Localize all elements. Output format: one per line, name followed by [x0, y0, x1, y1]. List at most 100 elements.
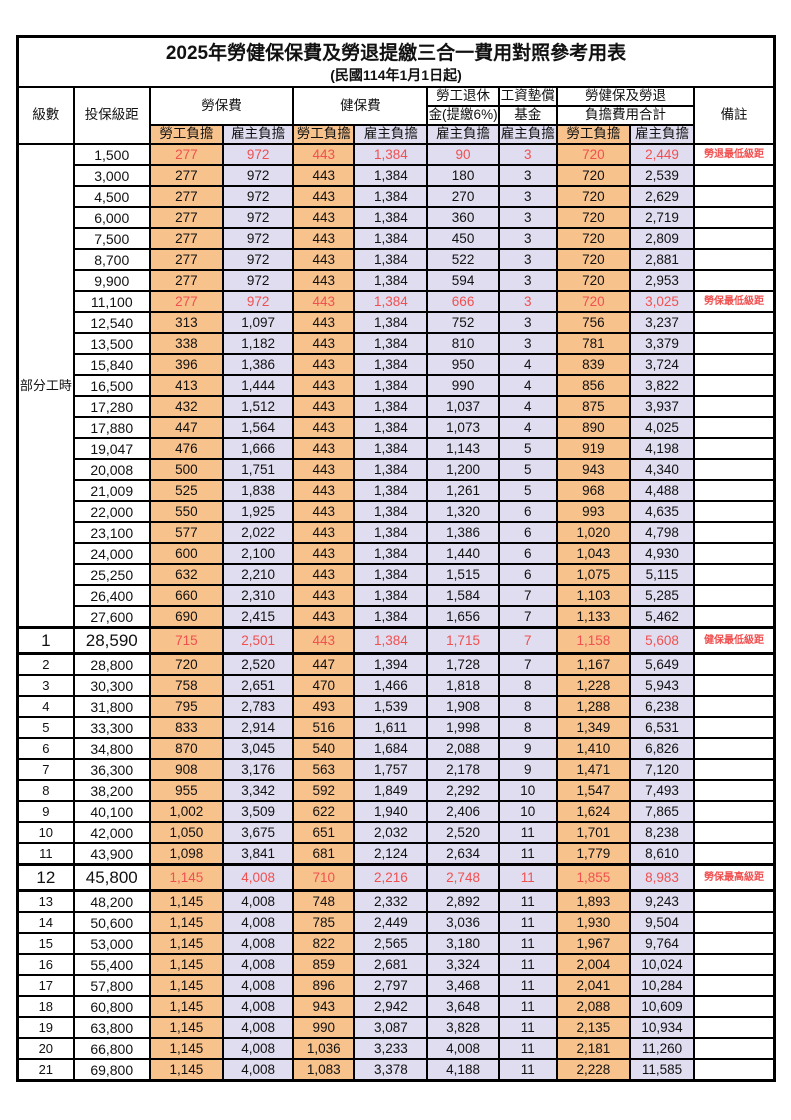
labor-ins-employee-cell: 277 [148, 143, 225, 166]
labor-ins-employee-cell: 1,145 [148, 995, 225, 1018]
pension-employer-cell: 2,634 [426, 842, 500, 866]
health-ins-employee-cell: 443 [292, 605, 356, 629]
health-ins-employer-cell: 1,384 [353, 290, 429, 313]
wage-fund-employer-cell: 11 [497, 1016, 558, 1039]
fee-reference-table: 2025年勞健保保費及勞退提繳三合一費用對照參考用表 (民國114年1月1日起)… [16, 35, 776, 1082]
labor-ins-employee-cell: 870 [148, 737, 225, 760]
total-employer-cell: 9,764 [628, 932, 696, 955]
total-employee-cell: 2,135 [555, 1016, 631, 1039]
labor-ins-employee-cell: 313 [148, 311, 225, 334]
wage-fund-employer-cell: 3 [497, 164, 558, 187]
labor-ins-employee-cell: 632 [148, 563, 225, 586]
pension-employer-cell: 2,178 [426, 758, 500, 781]
table-row: 27,600 690 2,415 443 1,384 1,656 7 1,133 5,462 [18, 605, 776, 629]
pension-employer-cell: 3,324 [426, 953, 500, 976]
total-employer-cell: 11,585 [628, 1058, 696, 1082]
total-employee-cell: 1,158 [555, 626, 631, 655]
remark-cell [693, 779, 776, 802]
labor-ins-employer-cell: 2,022 [221, 521, 295, 544]
remark-cell [693, 332, 776, 355]
labor-ins-employer-cell: 4,008 [221, 863, 295, 892]
total-employee-cell: 720 [555, 143, 631, 166]
labor-ins-employee-cell: 720 [148, 652, 225, 676]
total-employer-cell: 8,238 [628, 821, 696, 844]
pension-employer-cell: 1,818 [426, 674, 500, 697]
total-employee-cell: 756 [555, 311, 631, 334]
total-employer-cell: 5,943 [628, 674, 696, 697]
wage-fund-employer-cell: 4 [497, 353, 558, 376]
health-ins-employer-cell: 2,565 [353, 932, 429, 955]
total-employer-cell: 6,826 [628, 737, 696, 760]
labor-ins-employer-cell: 1,182 [221, 332, 295, 355]
health-ins-employer-cell: 1,384 [353, 311, 429, 334]
pension-employer-cell: 1,998 [426, 716, 500, 739]
remark-cell [693, 206, 776, 229]
pension-employer-cell: 1,386 [426, 521, 500, 544]
remark-cell [693, 500, 776, 523]
health-ins-employer-cell: 1,384 [353, 395, 429, 418]
labor-ins-employer-cell: 4,008 [221, 953, 295, 976]
remark-cell [693, 437, 776, 460]
level-cell: 16 [16, 953, 75, 976]
pension-employer-cell: 1,515 [426, 563, 500, 586]
pension-employer-cell: 4,008 [426, 1037, 500, 1060]
total-employer-cell: 2,809 [628, 227, 696, 250]
health-ins-employer-cell: 3,378 [353, 1058, 429, 1082]
pension-employer-cell: 1,715 [426, 626, 500, 655]
total-employee-cell: 943 [555, 458, 631, 481]
health-ins-employer-cell: 1,384 [353, 416, 429, 439]
bracket-cell: 22,000 [72, 500, 151, 523]
table-row: 21 69,800 1,145 4,008 1,083 3,378 4,188 11 2,228… [16, 1058, 776, 1082]
labor-ins-employer-cell: 972 [221, 164, 295, 187]
health-ins-employer-cell: 1,384 [353, 584, 429, 607]
health-ins-employee-cell: 443 [292, 521, 356, 544]
bracket-cell: 30,300 [72, 674, 151, 697]
health-ins-employee-cell: 443 [292, 311, 356, 334]
total-employer-cell: 3,379 [628, 332, 696, 355]
total-employee-cell: 1,779 [555, 842, 631, 866]
labor-ins-employer-cell: 972 [221, 269, 295, 292]
total-employer-cell: 3,724 [628, 353, 696, 376]
wage-fund-employer-cell: 8 [497, 716, 558, 739]
labor-ins-employee-cell: 432 [148, 395, 225, 418]
wage-fund-employer-cell: 3 [497, 332, 558, 355]
labor-ins-employee-cell: 1,145 [148, 974, 225, 997]
remark-cell [693, 1037, 776, 1060]
table-row: 16,500 413 1,444 443 1,384 990 4 856 3,822 [18, 374, 776, 397]
labor-ins-employee-cell: 577 [148, 521, 225, 544]
total-employer-cell: 2,539 [628, 164, 696, 187]
labor-ins-employee-cell: 1,050 [148, 821, 225, 844]
labor-ins-employer-cell: 972 [221, 206, 295, 229]
bracket-cell: 43,900 [72, 842, 151, 866]
total-employer-cell: 5,115 [628, 563, 696, 586]
remark-cell [693, 542, 776, 565]
table-row: 13 48,200 1,145 4,008 748 2,332 2,892 11 1,893 9,… [16, 889, 776, 913]
total-employer-cell: 8,983 [628, 863, 696, 892]
labor-ins-employee-cell: 550 [148, 500, 225, 523]
table-row: 24,000 600 2,100 443 1,384 1,440 6 1,043 4,930 [18, 542, 776, 565]
health-ins-employee-cell: 651 [292, 821, 356, 844]
pension-employer-cell: 594 [426, 269, 500, 292]
total-employee-cell: 1,167 [555, 652, 631, 676]
remark-cell [693, 1058, 776, 1082]
wage-fund-employer-cell: 3 [497, 269, 558, 292]
col-header-health-insurance: 健保費 [292, 86, 429, 126]
wage-fund-employer-cell: 11 [497, 863, 558, 892]
pension-employer-cell: 1,908 [426, 695, 500, 718]
labor-ins-employee-cell: 525 [148, 479, 225, 502]
bracket-cell: 38,200 [72, 779, 151, 802]
remark-cell [693, 395, 776, 418]
health-ins-employer-cell: 1,384 [353, 500, 429, 523]
labor-ins-employer-cell: 2,783 [221, 695, 295, 718]
pension-employer-cell: 90 [426, 143, 500, 166]
pension-employer-cell: 3,828 [426, 1016, 500, 1039]
level-cell: 19 [16, 1016, 75, 1039]
health-ins-employer-cell: 3,087 [353, 1016, 429, 1039]
wage-fund-employer-cell: 11 [497, 953, 558, 976]
wage-fund-employer-cell: 6 [497, 521, 558, 544]
pension-employer-cell: 990 [426, 374, 500, 397]
header-group-row-1: 級數 投保級距 勞保費 健保費 勞工退休 工資墊償 勞健保及勞退 備註 [16, 86, 776, 145]
labor-ins-employee-cell: 413 [148, 374, 225, 397]
wage-fund-employer-cell: 3 [497, 290, 558, 313]
